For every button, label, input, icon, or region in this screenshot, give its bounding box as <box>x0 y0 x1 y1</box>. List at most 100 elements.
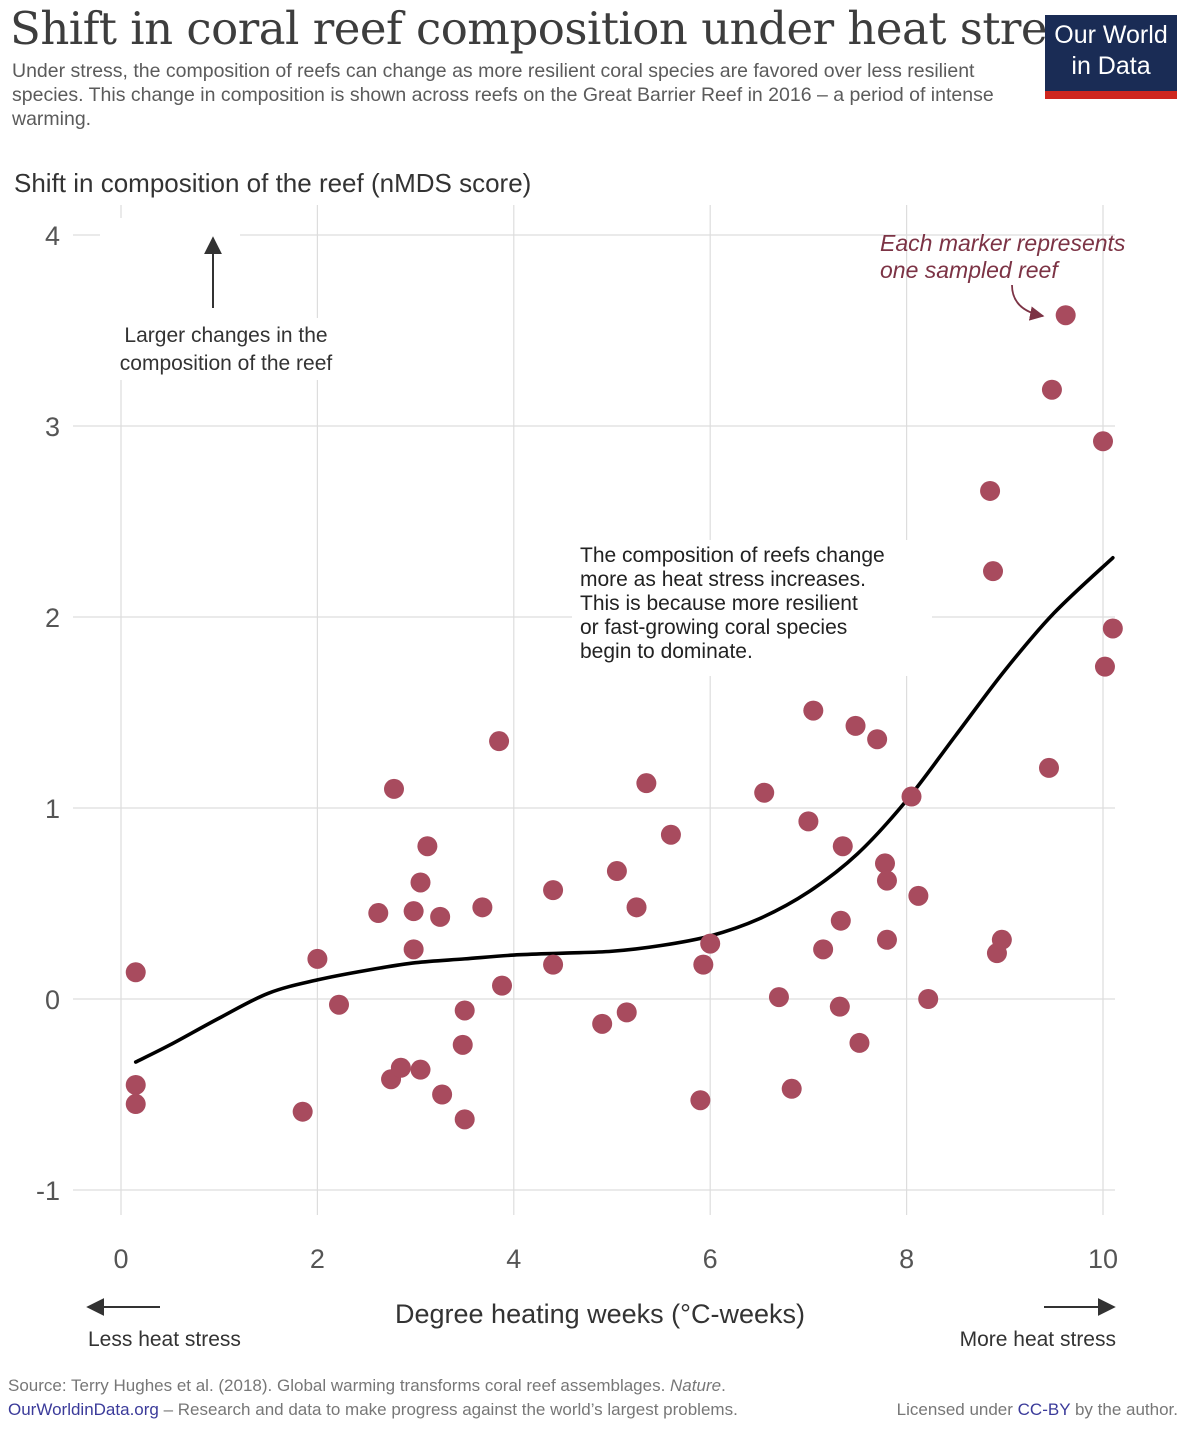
reef-marker[interactable] <box>832 836 853 857</box>
y-tick-labels: -1 0 1 2 3 4 <box>36 221 60 1206</box>
site-link[interactable]: OurWorldinData.org <box>8 1400 159 1419</box>
y-tick-label: 3 <box>45 412 60 442</box>
y-tick-label: 1 <box>45 794 60 824</box>
reef-marker[interactable] <box>125 962 146 983</box>
reef-marker[interactable] <box>768 987 789 1008</box>
reef-marker[interactable] <box>606 861 627 882</box>
reef-marker[interactable] <box>980 480 1001 501</box>
reef-marker[interactable] <box>430 906 451 927</box>
reef-marker[interactable] <box>876 929 897 950</box>
less-heat-label: Less heat stress <box>88 1328 241 1351</box>
reef-marker[interactable] <box>690 1090 711 1111</box>
logo-line-1: Our World <box>1054 21 1168 49</box>
source-suffix: . <box>721 1376 726 1395</box>
trend-note-line-5: begin to dominate. <box>580 640 753 663</box>
chart-subtitle: Under stress, the composition of reefs c… <box>12 60 994 130</box>
reef-marker[interactable] <box>543 880 564 901</box>
reef-marker[interactable] <box>845 715 866 736</box>
reef-marker[interactable] <box>592 1013 613 1034</box>
reef-marker[interactable] <box>472 897 493 918</box>
reef-marker[interactable] <box>781 1078 802 1099</box>
marker-note-arrow <box>1011 284 1045 321</box>
reef-marker[interactable] <box>983 561 1004 582</box>
trend-note-line-2: more as heat stress increases. <box>580 568 866 591</box>
reef-marker[interactable] <box>636 773 657 794</box>
reef-marker[interactable] <box>1094 656 1115 677</box>
x-tick-label: 2 <box>310 1244 325 1274</box>
license-prefix: Licensed under <box>896 1400 1018 1419</box>
reef-marker[interactable] <box>660 824 681 845</box>
reef-marker[interactable] <box>410 1059 431 1080</box>
x-tick-label: 4 <box>506 1244 521 1274</box>
license-suffix: by the author. <box>1070 1400 1178 1419</box>
reef-marker[interactable] <box>813 939 834 960</box>
reef-marker[interactable] <box>700 933 721 954</box>
y-axis-title: Shift in composition of the reef (nMDS s… <box>14 168 532 198</box>
y-tick-label: 0 <box>45 985 60 1015</box>
reef-marker[interactable] <box>383 778 404 799</box>
reef-marker[interactable] <box>1041 379 1062 400</box>
marker-note-line-2: one sampled reef <box>880 257 1060 283</box>
source-journal: Nature <box>670 1376 722 1395</box>
reef-marker[interactable] <box>403 901 424 922</box>
data-points <box>125 305 1123 1130</box>
reef-marker[interactable] <box>616 1002 637 1023</box>
reef-marker[interactable] <box>452 1034 473 1055</box>
source-text: Source: Terry Hughes et al. (2018). Glob… <box>8 1376 671 1395</box>
site-tagline: – Research and data to make progress aga… <box>158 1400 738 1419</box>
reef-marker[interactable] <box>1038 757 1059 778</box>
reef-marker[interactable] <box>1102 618 1123 639</box>
reef-marker[interactable] <box>403 939 424 960</box>
marker-note-line-1: Each marker represents <box>880 230 1126 256</box>
reef-marker[interactable] <box>908 885 929 906</box>
trend-note-line-1: The composition of reefs change <box>580 544 885 567</box>
reef-marker[interactable] <box>417 836 438 857</box>
trend-note-bg <box>572 540 932 676</box>
reef-marker[interactable] <box>754 782 775 803</box>
reef-marker[interactable] <box>329 994 350 1015</box>
reef-marker[interactable] <box>991 929 1012 950</box>
up-note-text-bg <box>100 318 355 380</box>
y-tick-label: -1 <box>36 1176 60 1206</box>
reef-marker[interactable] <box>543 954 564 975</box>
reef-marker[interactable] <box>830 910 851 931</box>
reef-marker[interactable] <box>489 731 510 752</box>
reef-marker[interactable] <box>693 954 714 975</box>
source-note: Source: Terry Hughes et al. (2018). Glob… <box>8 1376 726 1396</box>
y-tick-label: 2 <box>45 603 60 633</box>
reef-marker[interactable] <box>876 870 897 891</box>
logo-line-2: in Data <box>1071 52 1151 80</box>
trend-note-line-4: or fast-growing coral species <box>580 616 847 639</box>
x-tick-label: 8 <box>899 1244 914 1274</box>
reef-marker[interactable] <box>867 729 888 750</box>
reef-marker[interactable] <box>626 897 647 918</box>
reef-marker[interactable] <box>390 1057 411 1078</box>
trend-note-line-3: This is because more resilient <box>580 592 858 615</box>
reef-marker[interactable] <box>901 786 922 807</box>
reef-marker[interactable] <box>368 903 389 924</box>
x-axis-title: Degree heating weeks (°C-weeks) <box>395 1299 805 1329</box>
reef-marker[interactable] <box>874 853 895 874</box>
owid-logo[interactable]: Our World in Data <box>1045 15 1177 99</box>
reef-marker[interactable] <box>829 996 850 1017</box>
reef-marker[interactable] <box>454 1109 475 1130</box>
reef-marker[interactable] <box>492 975 513 996</box>
reef-marker[interactable] <box>292 1101 313 1122</box>
reef-marker[interactable] <box>307 948 328 969</box>
reef-marker[interactable] <box>1093 431 1113 452</box>
reef-marker[interactable] <box>1055 305 1076 326</box>
reef-marker[interactable] <box>849 1032 870 1053</box>
reef-marker[interactable] <box>454 1000 475 1021</box>
trend-line <box>133 555 1115 1064</box>
reef-marker[interactable] <box>432 1084 453 1105</box>
reef-marker[interactable] <box>125 1074 146 1095</box>
more-heat-label: More heat stress <box>960 1328 1116 1351</box>
reef-marker[interactable] <box>918 989 939 1009</box>
x-tick-label: 6 <box>703 1244 718 1274</box>
reef-marker[interactable] <box>410 872 431 893</box>
reef-marker[interactable] <box>798 811 819 832</box>
reef-marker[interactable] <box>803 700 824 721</box>
license-link[interactable]: CC-BY <box>1017 1400 1071 1419</box>
reef-marker[interactable] <box>125 1094 146 1115</box>
up-note-line-2: composition of the reef <box>120 352 333 375</box>
